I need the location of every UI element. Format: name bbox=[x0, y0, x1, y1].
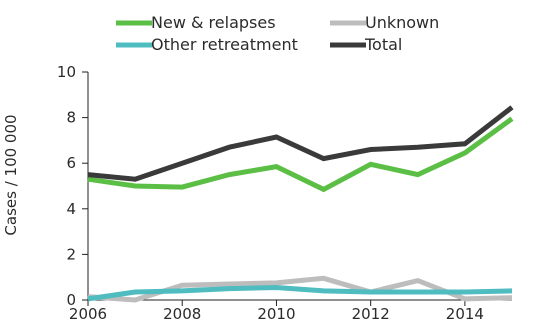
legend-item-total: Total bbox=[330, 35, 402, 54]
x-tick-label: 2012 bbox=[352, 305, 390, 320]
series-line-other-retreatment bbox=[87, 284, 513, 302]
legend-item-unknown: Unknown bbox=[330, 13, 439, 32]
legend-label: Unknown bbox=[365, 13, 439, 32]
legend-label: New & relapses bbox=[151, 13, 276, 32]
y-tick-label: 6 bbox=[66, 154, 76, 172]
legend-label: Other retreatment bbox=[151, 35, 298, 54]
series-lines bbox=[87, 105, 514, 303]
y-tick-label: 4 bbox=[66, 200, 76, 218]
series-line-new-relapses bbox=[87, 116, 514, 193]
y-tick-label: 2 bbox=[66, 245, 76, 263]
x-axis: 2006 2008 2010 2012 2014 bbox=[69, 299, 512, 323]
y-axis-title: Cases / 100 000 bbox=[2, 114, 20, 235]
y-tick-label: 10 bbox=[57, 63, 76, 81]
x-tick-label: 2014 bbox=[446, 305, 484, 320]
legend-item-new-relapses: New & relapses bbox=[116, 13, 276, 32]
x-tick-label: 2010 bbox=[257, 305, 295, 320]
legend: New & relapses Unknown Other retreatment To… bbox=[116, 13, 439, 54]
x-tick-label: 2008 bbox=[163, 305, 201, 320]
y-axis: 0 2 4 6 8 10 bbox=[57, 63, 89, 309]
series-line-total bbox=[87, 105, 514, 182]
y-tick-label: 0 bbox=[66, 291, 76, 309]
legend-item-other-retreatment: Other retreatment bbox=[116, 35, 298, 54]
legend-label: Total bbox=[364, 35, 402, 54]
x-tick-label: 2006 bbox=[69, 305, 107, 320]
y-tick-label: 8 bbox=[66, 109, 76, 127]
